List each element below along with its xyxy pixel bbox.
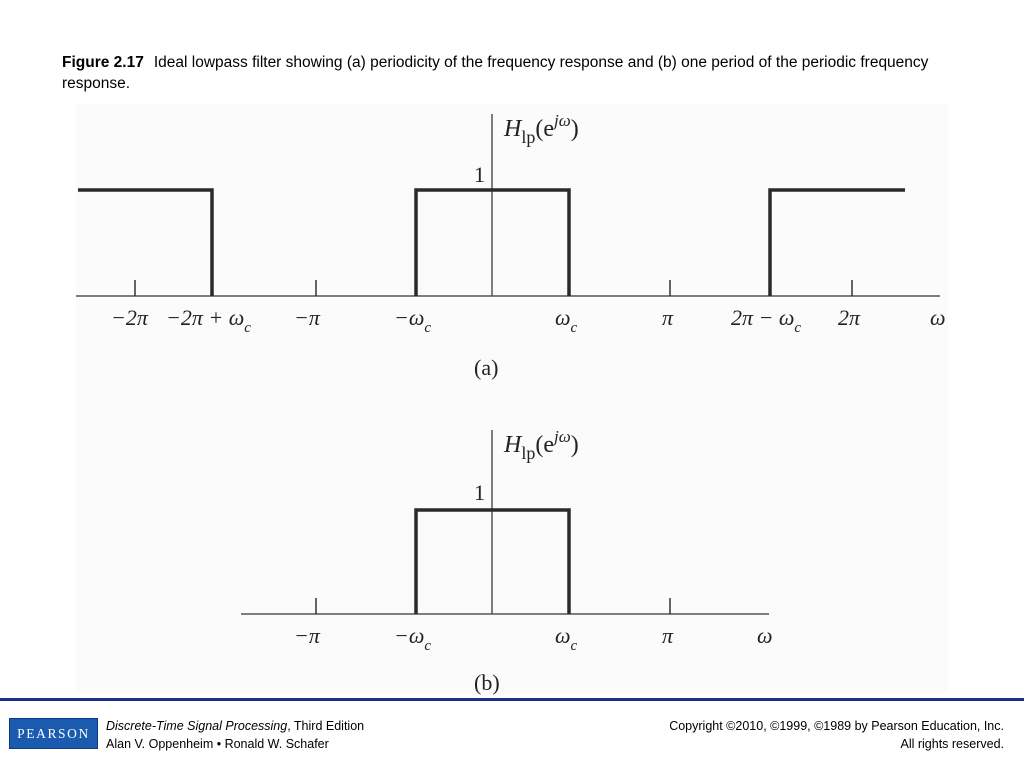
panel-b-response-title: Hlp(ejω): [503, 427, 579, 463]
book-title: Discrete-Time Signal Processing: [106, 719, 288, 733]
panel-b-pulse: [414, 508, 571, 614]
copyright-info: Copyright ©2010, ©1999, ©1989 by Pearson…: [669, 717, 1004, 753]
figure-background: [76, 104, 948, 694]
panel-b-tick-label: π: [662, 623, 674, 648]
footer: PEARSON Discrete-Time Signal Processing,…: [0, 701, 1024, 768]
rights-text: All rights reserved.: [900, 737, 1004, 751]
panel-a-tick-label: −2π + ωc: [166, 305, 251, 336]
figure-graphic: Hlp(ejω) 1 −2π −2π + ωc −π −ωc ωc π 2π −…: [76, 104, 948, 695]
panel-a-pulse-right: [768, 188, 905, 296]
panel-a-tick-label: π: [662, 305, 674, 330]
panel-b-tick-label: −ωc: [394, 623, 431, 654]
panel-a-tick-label: 2π: [838, 305, 861, 330]
panel-b-tick-label: −π: [294, 623, 321, 648]
panel-a-response-title: Hlp(ejω): [503, 111, 579, 147]
panel-a-label: (a): [474, 355, 498, 380]
figure-caption: Figure 2.17 Ideal lowpass filter showing …: [62, 52, 962, 94]
panel-a-tick-label: −π: [294, 305, 321, 330]
panel-a-axis-label: ω: [930, 305, 946, 330]
book-authors: Alan V. Oppenheim • Ronald W. Schafer: [106, 737, 329, 751]
panel-b-axis-label: ω: [757, 623, 773, 648]
panel-b-label: (b): [474, 670, 500, 695]
panel-a-pulse-center: [414, 188, 571, 296]
book-edition: , Third Edition: [287, 719, 365, 733]
panel-a-tick-label: ωc: [555, 305, 578, 336]
panel-a-pulse-left: [78, 188, 214, 296]
caption-text: Ideal lowpass filter showing (a) periodi…: [62, 54, 929, 92]
panel-b-tick-label: ωc: [555, 623, 578, 654]
panel-a-tick-label: 2π − ωc: [731, 305, 801, 336]
figure-label: Figure 2.17: [62, 54, 144, 71]
panel-b: Hlp(ejω) 1 −π −ωc ωc π ω (b): [241, 427, 773, 695]
panel-a-tick-label: −2π: [111, 305, 149, 330]
panel-a: Hlp(ejω) 1 −2π −2π + ωc −π −ωc ωc π 2π −…: [76, 111, 946, 380]
pearson-logo: PEARSON: [9, 718, 98, 749]
copyright-text: Copyright ©2010, ©1999, ©1989 by Pearson…: [669, 719, 1004, 733]
panel-a-tick-label: −ωc: [394, 305, 431, 336]
book-info: Discrete-Time Signal Processing, Third E…: [106, 717, 364, 753]
footer-rule: [0, 698, 1024, 701]
panel-b-magnitude-label: 1: [474, 480, 485, 505]
panel-a-magnitude-label: 1: [474, 162, 485, 187]
